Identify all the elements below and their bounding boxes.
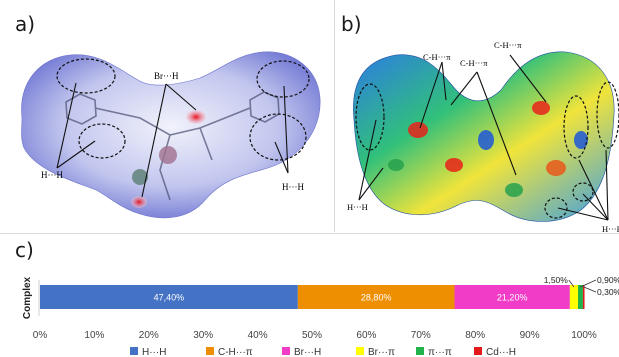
annotation-h-h-left: H···H: [347, 202, 368, 212]
panel-a-label: a): [15, 12, 36, 36]
red-spot: [186, 110, 206, 124]
highlight-ellipse: [249, 113, 307, 161]
highlight-ellipse: [256, 60, 310, 98]
panel-b-surface-image: C-H···π C-H···π C-H···π H···H H···H: [347, 40, 619, 234]
highlight-ellipse: [572, 182, 594, 202]
highlight-ellipse: [78, 123, 126, 159]
bar-value-label: 21,20%: [497, 293, 528, 303]
panel-b-hirshfeld-shape-index: C-H···π C-H···π C-H···π H···H H···H b): [336, 0, 619, 234]
x-tick-label: 50%: [302, 330, 322, 341]
x-tick-label: 80%: [465, 330, 485, 341]
horizontal-divider: [0, 233, 619, 234]
bar-segment: [454, 285, 570, 309]
red-spot: [131, 196, 147, 208]
x-tick-label: 100%: [571, 330, 597, 341]
legend-label: π···π: [428, 347, 452, 357]
x-tick-label: 30%: [193, 330, 213, 341]
x-tick-label: 70%: [411, 330, 431, 341]
panel-c-label: c): [15, 238, 34, 262]
highlight-ellipse: [355, 83, 385, 151]
legend-swatch: [282, 347, 290, 355]
legend-swatch: [356, 347, 364, 355]
annotation-leader-lines: [358, 54, 609, 221]
legend-swatch: [206, 347, 214, 355]
bar-value-label: 0,30%: [597, 287, 619, 297]
x-tick-label: 20%: [139, 330, 159, 341]
highlight-ellipse: [596, 81, 619, 149]
legend-swatch: [474, 347, 482, 355]
bar-value-label: 28,80%: [361, 293, 392, 303]
x-tick-label: 90%: [520, 330, 540, 341]
x-tick-label: 40%: [248, 330, 268, 341]
legend-label: C-H···π: [218, 347, 253, 357]
bar-value-label: 1,50%: [544, 275, 569, 285]
bar-segment: [297, 285, 455, 309]
annotation-br-h: Br···H: [154, 71, 179, 81]
x-tick-label: 60%: [356, 330, 376, 341]
label-leader-line: [583, 286, 597, 293]
legend-label: Br···H: [294, 347, 321, 357]
panel-b-label: b): [341, 12, 362, 36]
panel-a-hirshfeld-dnorm: Br···H H···H H···H a): [0, 0, 336, 232]
bar-segment: [569, 285, 579, 309]
annotation-ch-pi-1: C-H···π: [423, 52, 451, 62]
bar-value-label: 47,40%: [154, 293, 185, 303]
molecule-atom: [159, 146, 177, 164]
label-leader-line: [568, 279, 575, 288]
x-tick-label: 10%: [84, 330, 104, 341]
highlight-ellipse: [544, 197, 568, 219]
molecule-atom: [132, 169, 148, 185]
annotation-ch-pi-2: C-H···π: [460, 58, 488, 68]
bar-segment: [582, 285, 585, 309]
bar-segment: [40, 285, 298, 309]
legend-label: Br···π: [368, 347, 395, 357]
highlight-ellipse: [563, 95, 589, 159]
bar-value-label: 0,90%: [597, 275, 619, 285]
highlight-ellipse: [56, 58, 116, 94]
annotation-h-h-right: H···H: [282, 182, 304, 192]
annotation-h-h-left: H···H: [41, 170, 63, 180]
label-leader-line: [580, 279, 597, 288]
annotation-leader-lines: [56, 82, 289, 198]
surface-patches: [388, 101, 588, 197]
y-axis-label: Complex: [22, 276, 33, 319]
legend-swatch: [416, 347, 424, 355]
bar-segment: [578, 285, 583, 309]
legend-label: H···H: [142, 347, 166, 357]
legend-swatch: [130, 347, 138, 355]
annotation-h-h-right: H···H: [602, 224, 619, 232]
x-tick-label: 0%: [33, 330, 48, 341]
annotation-ch-pi-3: C-H···π: [494, 40, 522, 50]
legend-label: Cd···H: [486, 347, 516, 357]
panel-a-surface-image: Br···H H···H H···H: [21, 51, 321, 219]
vertical-divider: [334, 0, 335, 232]
